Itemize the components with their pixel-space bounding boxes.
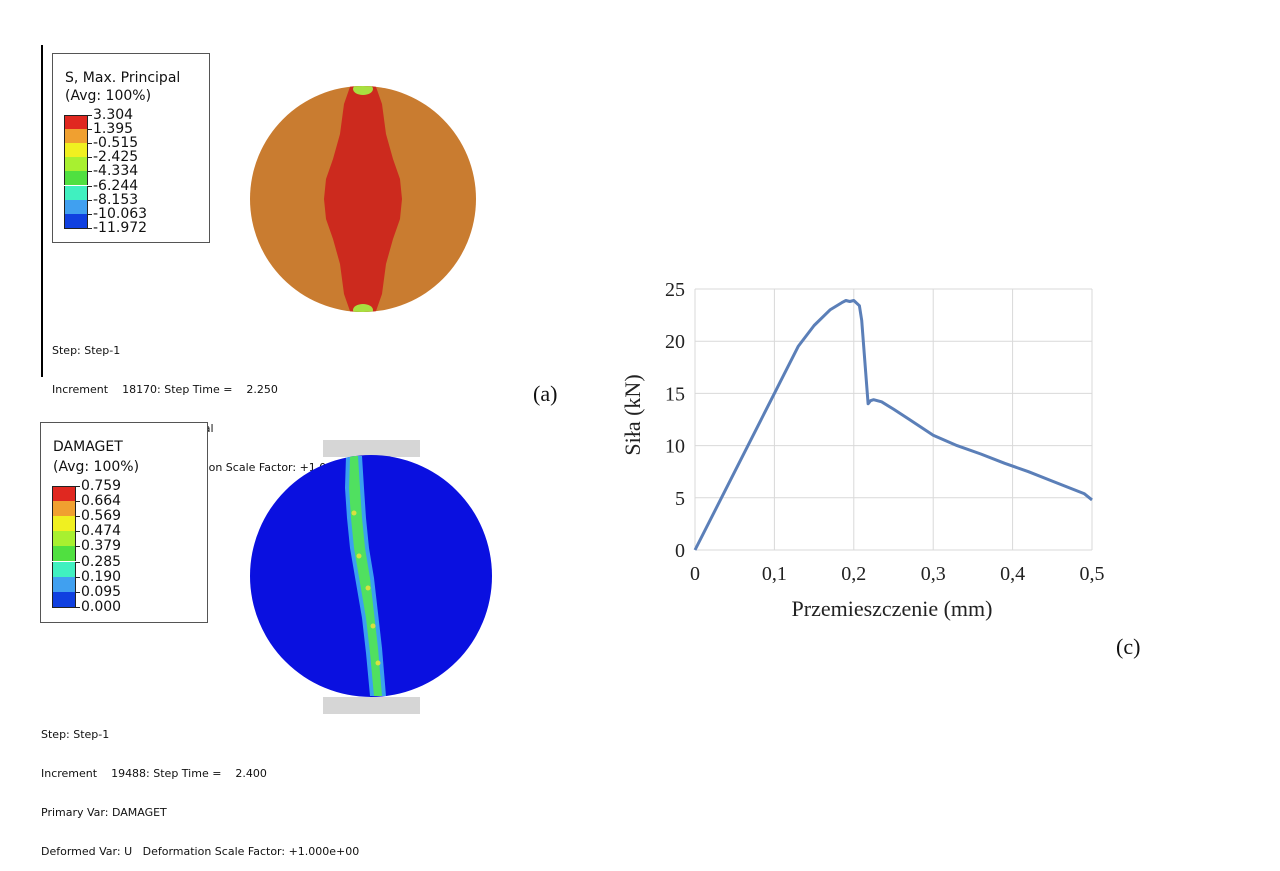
stress-legend-value: -11.972 [93, 219, 148, 236]
stress-legend-tick [87, 171, 92, 173]
damage-legend: DAMAGET (Avg: 100%) 0.759 0.664 0.569 0.474… [40, 422, 208, 623]
stress-bottom-contact [353, 304, 373, 312]
damage-legend-swatch [52, 501, 76, 517]
x-tick-label: 0,1 [762, 563, 787, 585]
damage-legend-tick [75, 486, 80, 487]
stress-legend-value: -6.244 [93, 177, 139, 194]
damage-legend-swatch [52, 546, 76, 562]
stress-legend-swatch [64, 171, 88, 186]
stress-legend-value: -8.153 [93, 191, 139, 208]
panel-c-label: (c) [1116, 634, 1141, 659]
top-loading-plate [323, 440, 420, 457]
stress-legend-tick [87, 143, 92, 145]
damage-legend-title: DAMAGET [53, 439, 123, 455]
y-axis-label: Siła (kN) [620, 374, 645, 455]
damage-legend-tick [75, 561, 80, 563]
damage-legend-swatch [52, 591, 76, 608]
damage-hotspot [375, 660, 381, 666]
damage-legend-tick [75, 606, 80, 608]
chart-tick-labels: 0 5 10 15 20 25 0 0,1 0,2 0,3 0,4 0,5 [665, 279, 1105, 585]
y-tick-label: 10 [665, 436, 685, 458]
stress-legend-value: 1.395 [93, 121, 134, 138]
damage-legend-value: 0.000 [81, 598, 122, 615]
damage-legend-tick [75, 531, 80, 533]
damage-legend-tick [75, 591, 80, 593]
stress-legend-swatch [64, 143, 88, 158]
damage-legend-tick [75, 501, 80, 503]
x-tick-label: 0,4 [1000, 563, 1025, 585]
stress-top-contact [353, 86, 373, 95]
x-axis-label: Przemieszczenie (mm) [792, 596, 993, 621]
stress-legend-swatch [64, 157, 88, 172]
damage-hotspot [356, 553, 362, 559]
damage-legend-value: 0.664 [81, 493, 122, 510]
damage-legend-value: 0.569 [81, 508, 122, 525]
stress-legend: S, Max. Principal (Avg: 100%) 3.304 1.395… [52, 53, 210, 243]
stress-legend-tick [87, 199, 92, 201]
tensile-stress-band [324, 86, 402, 312]
damage-legend-value: 0.095 [81, 583, 122, 600]
damage-legend-value: 0.474 [81, 523, 122, 540]
damage-hotspot [365, 585, 371, 591]
stress-legend-swatch [64, 199, 88, 214]
damage-increment-line: Increment 19488: Step Time = 2.400 [41, 767, 267, 780]
stress-legend-tick [87, 157, 92, 159]
y-tick-label: 20 [665, 331, 685, 353]
y-tick-label: 0 [675, 540, 685, 562]
damage-legend-swatch [52, 576, 76, 592]
stress-legend-swatch [64, 213, 88, 229]
x-tick-label: 0 [690, 563, 700, 585]
stress-legend-swatch [64, 129, 88, 144]
stress-legend-swatch [64, 185, 88, 200]
damage-legend-value: 0.285 [81, 553, 122, 570]
stress-legend-value: 3.304 [93, 107, 134, 123]
damage-hotspot [370, 623, 376, 629]
damage-hotspot [351, 510, 357, 516]
damage-legend-swatch [52, 486, 76, 503]
panel-a-label: (a) [533, 381, 558, 406]
damage-legend-swatch [52, 516, 76, 532]
damage-legend-swatch [52, 561, 76, 577]
bottom-loading-plate [323, 697, 420, 714]
x-tick-label: 0,5 [1080, 563, 1105, 585]
stress-legend-value: -10.063 [93, 205, 148, 222]
damage-legend-tick [75, 546, 80, 548]
damage-zone-inner [349, 456, 382, 696]
damage-disk-plot [250, 440, 492, 714]
damage-legend-value: 0.190 [81, 568, 122, 585]
stress-step-line: Step: Step-1 [52, 344, 121, 357]
damage-legend-value: 0.379 [81, 538, 122, 555]
stress-legend-value: -4.334 [93, 163, 139, 180]
stress-increment-line: Increment 18170: Step Time = 2.250 [52, 383, 278, 396]
damage-step-info: Step: Step-1 Increment 19488: Step Time … [41, 702, 359, 871]
damage-legend-tick [75, 576, 80, 578]
force-displacement-series-line [693, 299, 1093, 551]
stress-legend-tick [87, 115, 92, 116]
stress-legend-title: S, Max. Principal [65, 70, 181, 86]
stress-legend-value: -2.425 [93, 149, 139, 166]
damage-legend-tick [75, 516, 80, 518]
stress-legend-subtitle: (Avg: 100%) [65, 88, 152, 104]
stress-legend-swatch [64, 115, 88, 131]
stress-disk-plot [250, 86, 476, 312]
stress-legend-tick [87, 185, 92, 187]
force-displacement-chart: 0 5 10 15 20 25 0 0,1 0,2 0,3 0,4 0,5 Przemieszczen… [620, 279, 1105, 621]
damage-legend-swatch [52, 531, 76, 547]
damage-step-line: Step: Step-1 [41, 728, 110, 741]
stress-legend-value: -0.515 [93, 135, 139, 152]
damage-deformed-var-line: Deformed Var: U Deformation Scale Factor… [41, 845, 360, 858]
stress-legend-tick [87, 227, 92, 229]
damage-legend-value: 0.759 [81, 478, 122, 494]
damage-primary-var-line: Primary Var: DAMAGET [41, 806, 167, 819]
x-tick-label: 0,3 [921, 563, 946, 585]
y-tick-label: 15 [665, 383, 685, 405]
damage-legend-subtitle: (Avg: 100%) [53, 459, 140, 475]
stress-legend-tick [87, 129, 92, 131]
chart-grid [694, 288, 1093, 551]
stress-legend-tick [87, 213, 92, 215]
panel-a-frame-line [41, 45, 43, 377]
y-tick-label: 25 [665, 279, 685, 301]
y-tick-label: 5 [675, 488, 685, 510]
x-tick-label: 0,2 [841, 563, 866, 585]
